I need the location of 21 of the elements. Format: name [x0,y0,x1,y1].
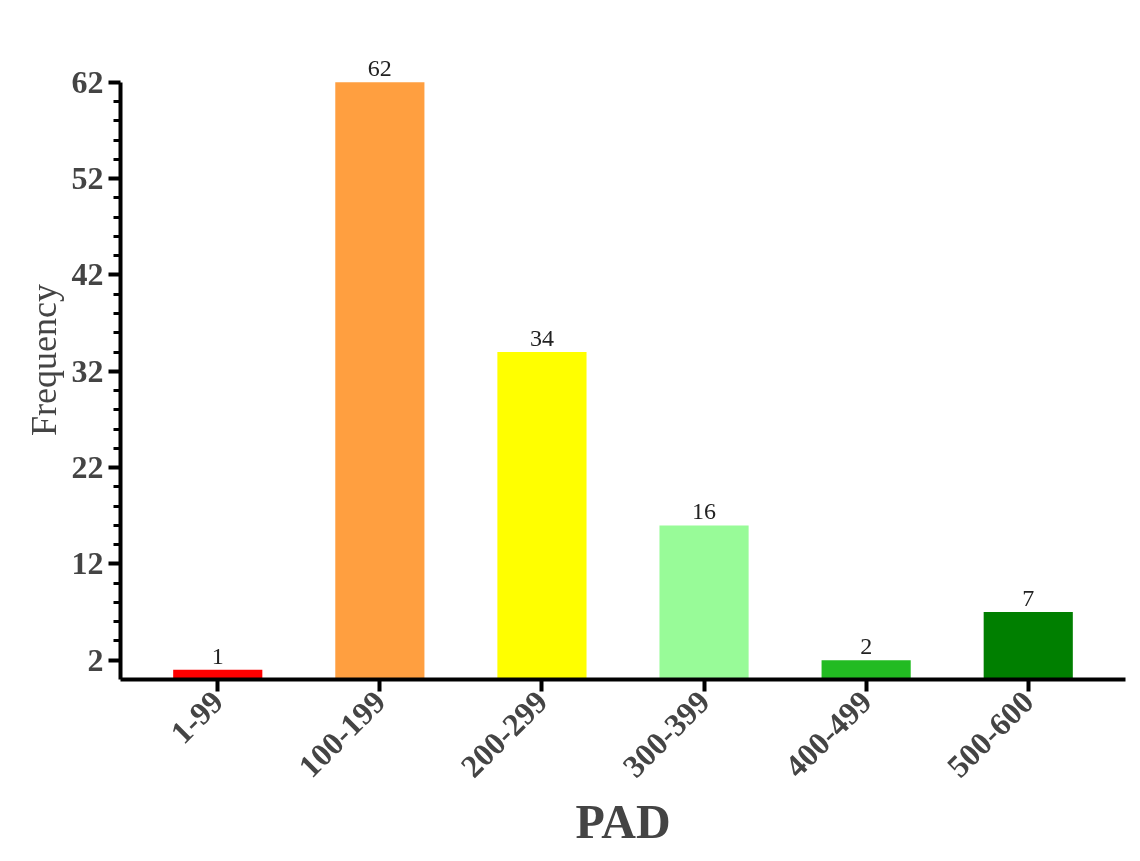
x-axis-title: PAD [575,794,671,848]
y-tick-label: 62 [71,63,104,100]
bar [821,660,911,680]
data-label: 62 [367,55,392,82]
x-tick-label: 1-99 [163,683,231,751]
y-tick-label: 2 [87,641,104,678]
y-axis-title: Frequency [23,284,64,436]
bar [659,525,749,680]
y-tick-label: 12 [71,545,104,582]
data-label: 2 [860,633,873,660]
y-tick-label: 52 [71,160,104,197]
bar [335,82,425,680]
data-label: 16 [692,498,717,525]
bar [497,352,587,680]
y-tick-label: 42 [71,256,104,293]
data-label: 1 [211,642,224,669]
data-label: 34 [529,325,554,352]
y-tick-label: 32 [71,352,104,389]
bar [983,612,1073,680]
data-label: 7 [1022,585,1035,612]
y-tick-label: 22 [71,449,104,486]
